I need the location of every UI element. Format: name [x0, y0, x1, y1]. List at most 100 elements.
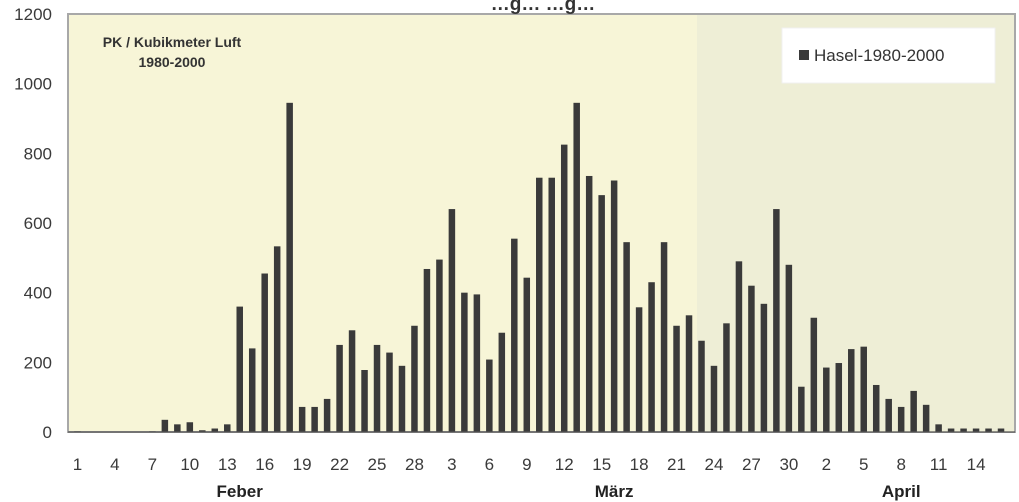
period-annotation: 1980-2000: [139, 54, 206, 70]
bar: [848, 349, 855, 432]
bar: [960, 428, 967, 432]
x-tick-label: 21: [667, 455, 686, 474]
bar: [685, 315, 693, 432]
x-tick-label: 28: [405, 455, 424, 474]
x-tick-label: 1: [73, 455, 82, 474]
bar: [411, 325, 418, 432]
bar: [760, 303, 768, 432]
bar: [423, 268, 431, 432]
bar: [348, 330, 356, 432]
legend: Hasel-1980-2000: [781, 27, 996, 84]
bar: [823, 367, 830, 432]
y-tick-label: 0: [43, 423, 52, 442]
y-tick-label: 200: [24, 353, 52, 372]
bar: [885, 398, 892, 432]
bar: [773, 209, 780, 432]
bar: [610, 180, 618, 432]
bar: [286, 102, 293, 432]
y-tick-label: 800: [24, 144, 52, 163]
bar: [660, 242, 668, 432]
x-tick-label: 14: [967, 455, 986, 474]
legend-label: Hasel-1980-2000: [814, 46, 944, 65]
y-tick-label: 400: [24, 284, 52, 303]
x-tick-label: 2: [822, 455, 831, 474]
x-tick-label: 7: [148, 455, 157, 474]
x-tick-label: 4: [110, 455, 119, 474]
bar: [935, 424, 942, 432]
bar: [922, 404, 930, 432]
x-tick-label: 19: [293, 455, 312, 474]
bar: [161, 419, 169, 432]
x-tick-label: 3: [447, 455, 456, 474]
bar: [373, 344, 381, 432]
x-tick-label: 27: [742, 455, 761, 474]
x-tick-label: 10: [180, 455, 199, 474]
bar: [598, 195, 605, 432]
bar: [311, 406, 318, 432]
bar: [748, 285, 755, 432]
unit-annotation: PK / Kubikmeter Luft: [103, 34, 242, 50]
y-tick-label: 1000: [14, 75, 52, 94]
bar: [860, 346, 867, 432]
month-label: April: [882, 482, 921, 501]
x-tick-label: 11: [930, 455, 948, 474]
bar: [486, 359, 493, 432]
x-tick-label: 25: [368, 455, 387, 474]
bar: [448, 209, 456, 432]
bar: [623, 242, 630, 432]
bar: [972, 428, 980, 432]
bar: [835, 363, 843, 432]
bar: [585, 175, 593, 432]
bar: [548, 177, 555, 432]
x-tick-label: 6: [485, 455, 494, 474]
month-label: Feber: [217, 482, 264, 501]
bar: [560, 144, 568, 433]
bar: [323, 398, 331, 432]
x-tick-label: 16: [255, 455, 274, 474]
bar: [261, 273, 268, 432]
legend-swatch: [799, 50, 809, 60]
bar: [723, 323, 730, 432]
bar: [498, 332, 506, 432]
x-tick-label: 5: [859, 455, 868, 474]
x-tick-label: 8: [896, 455, 905, 474]
x-tick-label: 12: [555, 455, 574, 474]
y-tick-label: 1200: [14, 5, 52, 24]
month-label: März: [595, 482, 634, 501]
bar: [199, 430, 206, 432]
x-tick-label: 13: [218, 455, 237, 474]
bar: [648, 282, 655, 432]
bar: [211, 428, 219, 432]
x-tick-label: 15: [592, 455, 611, 474]
bar: [710, 365, 718, 432]
x-tick-label: 24: [705, 455, 724, 474]
x-tick-label: 18: [630, 455, 649, 474]
bar: [985, 428, 992, 432]
bar: [361, 370, 368, 432]
bar: [536, 177, 543, 432]
bar: [224, 424, 231, 432]
bar: [186, 422, 194, 432]
bar: [236, 306, 243, 432]
bar: [872, 384, 880, 432]
bar: [511, 238, 518, 432]
bar: [336, 344, 343, 432]
legend-box: [781, 27, 996, 84]
bar: [461, 292, 468, 432]
bar: [398, 365, 406, 432]
bar: [910, 390, 917, 432]
bar: [386, 352, 393, 432]
chart-title: …g… …g…: [491, 0, 596, 15]
bar: [698, 340, 705, 432]
x-tick-label: 9: [522, 455, 531, 474]
bar: [635, 307, 643, 432]
bar: [673, 325, 680, 432]
x-tick-label: 22: [330, 455, 349, 474]
bar: [897, 406, 905, 432]
bar: [997, 428, 1005, 432]
bar: [735, 261, 743, 432]
x-tick-label: 30: [779, 455, 798, 474]
bar: [174, 424, 181, 432]
bar: [298, 406, 306, 432]
